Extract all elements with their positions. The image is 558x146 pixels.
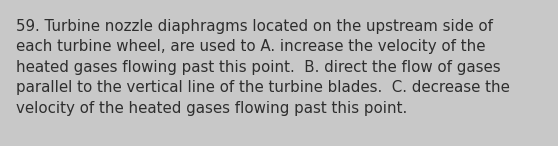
Text: 59. Turbine nozzle diaphragms located on the upstream side of
each turbine wheel: 59. Turbine nozzle diaphragms located on… <box>16 19 509 116</box>
